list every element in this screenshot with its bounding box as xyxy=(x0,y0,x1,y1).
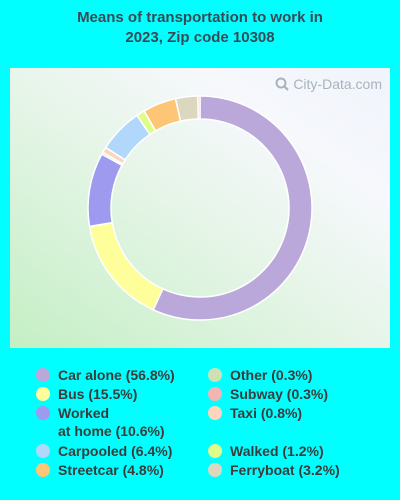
legend-swatch xyxy=(208,463,222,477)
chart-title: Means of transportation to work in 2023,… xyxy=(0,8,400,48)
legend-item: Worked at home (10.6%) xyxy=(36,404,165,440)
plot-area: City-Data.com xyxy=(10,68,390,348)
donut-slice-bus xyxy=(88,221,164,311)
legend-item: Other (0.3%) xyxy=(208,366,312,384)
legend-swatch xyxy=(208,444,222,458)
legend-swatch xyxy=(208,406,222,420)
legend: Car alone (56.8%) Bus (15.5%) Worked at ho… xyxy=(0,366,400,486)
donut-slice-car-alone xyxy=(152,95,313,321)
donut-slice-ferryboat xyxy=(174,95,200,123)
legend-swatch xyxy=(36,406,50,420)
legend-swatch xyxy=(36,444,50,458)
legend-item: Taxi (0.8%) xyxy=(208,404,302,422)
legend-item: Subway (0.3%) xyxy=(208,385,328,403)
legend-swatch xyxy=(36,387,50,401)
legend-item: Carpooled (6.4%) xyxy=(36,442,172,460)
legend-item: Walked (1.2%) xyxy=(208,442,324,460)
donut-slice-subway xyxy=(197,95,201,120)
legend-label: Carpooled (6.4%) xyxy=(58,443,173,459)
legend-swatch xyxy=(36,368,50,382)
legend-swatch xyxy=(208,368,222,382)
watermark: City-Data.com xyxy=(275,76,382,92)
legend-item: Car alone (56.8%) xyxy=(36,366,175,384)
legend-swatch xyxy=(36,463,50,477)
chart-title-line-1: Means of transportation to work in xyxy=(77,9,323,26)
donut-slice-worked-at-home xyxy=(87,153,123,228)
donut-chart xyxy=(87,95,313,321)
legend-swatch xyxy=(208,387,222,401)
legend-label: Streetcar (4.8%) xyxy=(58,462,164,478)
legend-label: Taxi (0.8%) xyxy=(230,405,303,421)
chart-title-line-2: 2023, Zip code 10308 xyxy=(125,29,275,46)
legend-label: Car alone (56.8%) xyxy=(58,367,175,383)
legend-label: Other (0.3%) xyxy=(230,367,313,383)
watermark-text: City-Data.com xyxy=(293,76,382,92)
legend-item: Ferryboat (3.2%) xyxy=(208,461,340,479)
magnifier-icon xyxy=(275,77,290,91)
legend-label: Ferryboat (3.2%) xyxy=(230,462,340,478)
legend-label: Worked at home (10.6%) xyxy=(58,405,165,439)
legend-item: Streetcar (4.8%) xyxy=(36,461,164,479)
legend-label: Bus (15.5%) xyxy=(58,386,138,402)
legend-label: Walked (1.2%) xyxy=(230,443,324,459)
legend-item: Bus (15.5%) xyxy=(36,385,137,403)
legend-label: Subway (0.3%) xyxy=(230,386,329,402)
